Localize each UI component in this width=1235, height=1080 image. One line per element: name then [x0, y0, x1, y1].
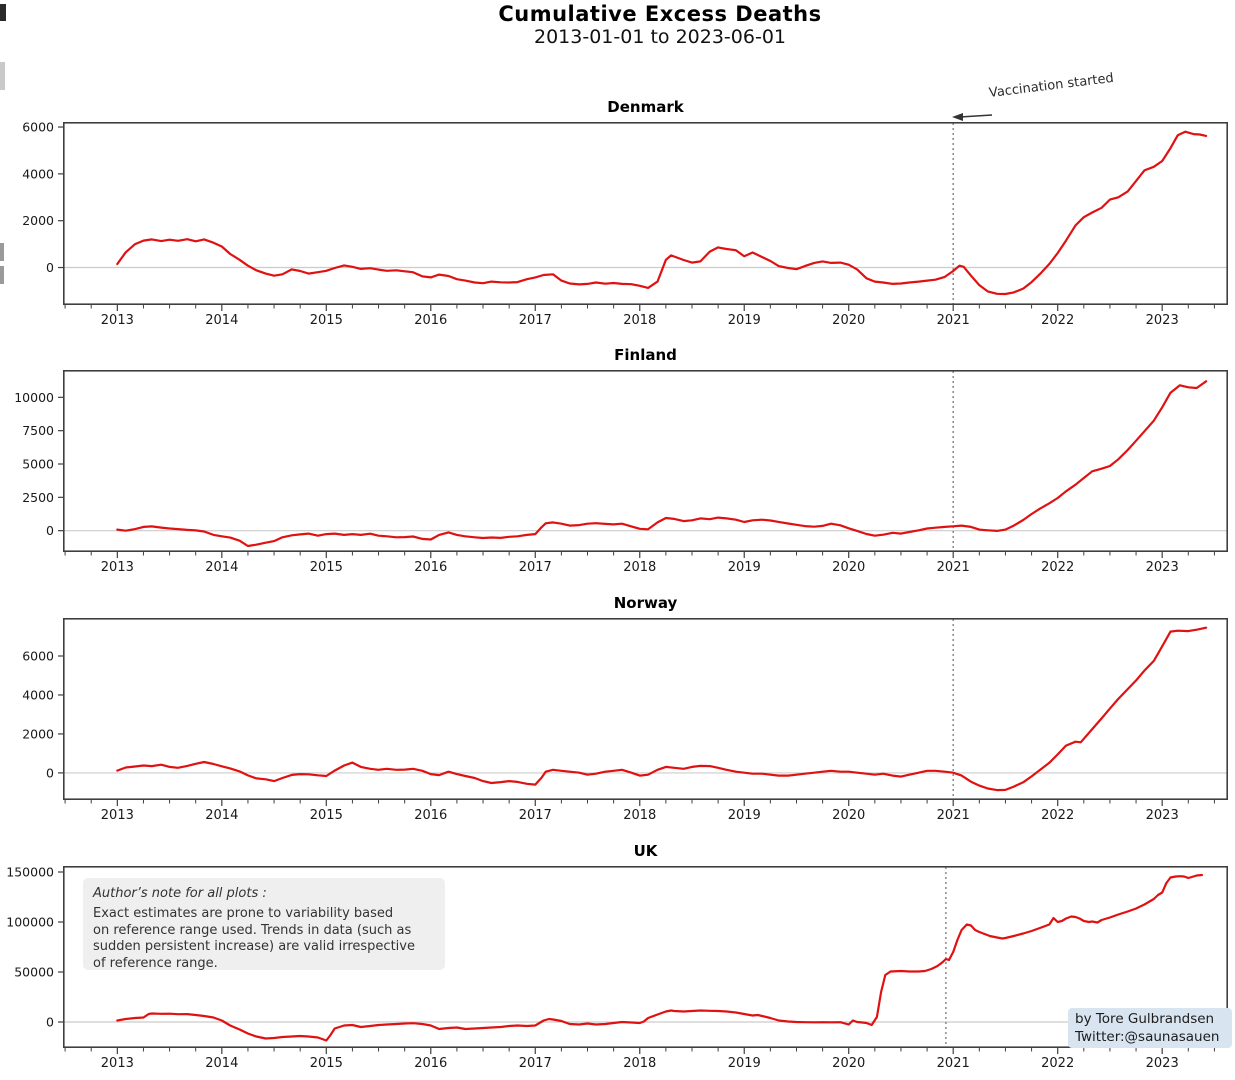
svg-text:2000: 2000 [22, 726, 54, 741]
svg-text:0: 0 [46, 523, 54, 538]
svg-text:2018: 2018 [623, 560, 656, 575]
svg-text:2017: 2017 [519, 313, 552, 328]
credit-author: by Tore Gulbrandsen [1075, 1011, 1215, 1027]
svg-text:2014: 2014 [205, 808, 238, 823]
svg-text:2016: 2016 [414, 1056, 447, 1071]
cropped-label-fragment [0, 266, 4, 284]
svg-text:2020: 2020 [832, 1056, 865, 1071]
finland-plot: 2013 2014 2015 2016 2017 2018 2019 2020 2021 2022… [14, 370, 1229, 575]
svg-text:2023: 2023 [1146, 560, 1179, 575]
svg-text:2019: 2019 [728, 808, 761, 823]
svg-text:2021: 2021 [937, 1056, 970, 1071]
svg-text:2013: 2013 [101, 313, 134, 328]
svg-text:2014: 2014 [205, 1056, 238, 1071]
svg-text:2017: 2017 [519, 1056, 552, 1071]
svg-text:2022: 2022 [1041, 560, 1074, 575]
svg-text:2013: 2013 [101, 1056, 134, 1071]
svg-text:50000: 50000 [14, 965, 54, 980]
svg-text:2016: 2016 [414, 313, 447, 328]
svg-text:0: 0 [46, 260, 54, 275]
svg-text:2019: 2019 [728, 1056, 761, 1071]
svg-text:2016: 2016 [414, 560, 447, 575]
cropped-label-fragment [0, 243, 4, 261]
svg-text:2015: 2015 [310, 808, 343, 823]
svg-text:2019: 2019 [728, 313, 761, 328]
vaccination-annotation: Vaccination started [988, 70, 1115, 101]
svg-text:0: 0 [46, 1015, 54, 1030]
svg-text:4000: 4000 [22, 166, 54, 181]
author-note-line: Exact estimates are prone to variability… [93, 906, 394, 921]
chart-title-norway: Norway [613, 594, 678, 612]
author-note-line: on reference range used. Trends in data … [93, 922, 412, 938]
svg-text:2020: 2020 [832, 313, 865, 328]
svg-text:7500: 7500 [22, 423, 54, 438]
svg-text:2015: 2015 [310, 313, 343, 328]
cropped-label-fragment [0, 62, 5, 90]
annotation-arrow-icon [952, 113, 993, 121]
svg-text:2021: 2021 [937, 808, 970, 823]
author-note: Author’s note for all plots : Exact esti… [83, 878, 445, 971]
svg-text:2021: 2021 [937, 313, 970, 328]
svg-text:2022: 2022 [1041, 313, 1074, 328]
svg-text:150000: 150000 [6, 865, 54, 880]
svg-text:2021: 2021 [937, 560, 970, 575]
svg-text:2013: 2013 [101, 808, 134, 823]
author-note-line: of reference range. [93, 955, 218, 971]
uk-plot: 2013 2014 2015 2016 2017 2018 2019 2020 2021 2022… [6, 865, 1229, 1071]
svg-text:2022: 2022 [1041, 1056, 1074, 1071]
chart-title-uk: UK [633, 842, 658, 860]
svg-text:6000: 6000 [22, 120, 54, 135]
credit-box: by Tore Gulbrandsen Twitter:@saunasauen [1068, 1008, 1232, 1048]
svg-text:2020: 2020 [832, 808, 865, 823]
svg-text:0: 0 [46, 765, 54, 780]
svg-text:2500: 2500 [22, 490, 54, 505]
svg-text:2022: 2022 [1041, 808, 1074, 823]
author-note-line: sudden persistent increase) are valid ir… [93, 939, 415, 954]
svg-text:4000: 4000 [22, 687, 54, 702]
norway-plot: 2013 2014 2015 2016 2017 2018 2019 2020 2021 2022… [22, 618, 1229, 823]
svg-text:2023: 2023 [1146, 313, 1179, 328]
author-note-title: Author’s note for all plots : [93, 886, 267, 901]
denmark-plot: 2013 2014 2015 2016 2017 2018 2019 2020 2021 2022… [22, 120, 1229, 328]
chart-title-finland: Finland [614, 346, 677, 364]
chart-title-denmark: Denmark [607, 98, 684, 116]
svg-text:2023: 2023 [1146, 808, 1179, 823]
svg-text:2014: 2014 [205, 560, 238, 575]
svg-text:2015: 2015 [310, 560, 343, 575]
svg-text:2017: 2017 [519, 560, 552, 575]
svg-text:2013: 2013 [101, 560, 134, 575]
svg-text:10000: 10000 [14, 390, 54, 405]
credit-twitter: Twitter:@saunasauen [1075, 1029, 1220, 1045]
svg-text:2018: 2018 [623, 808, 656, 823]
svg-text:2016: 2016 [414, 808, 447, 823]
svg-text:2023: 2023 [1146, 1056, 1179, 1071]
page-subtitle: 2013-01-01 to 2023-06-01 [534, 26, 786, 48]
svg-text:2015: 2015 [310, 1056, 343, 1071]
svg-text:100000: 100000 [6, 915, 54, 930]
page-title: Cumulative Excess Deaths [498, 2, 822, 26]
svg-text:2018: 2018 [623, 1056, 656, 1071]
svg-text:2014: 2014 [205, 313, 238, 328]
svg-text:2018: 2018 [623, 313, 656, 328]
svg-text:6000: 6000 [22, 648, 54, 663]
svg-text:2020: 2020 [832, 560, 865, 575]
svg-text:2017: 2017 [519, 808, 552, 823]
svg-text:2019: 2019 [728, 560, 761, 575]
svg-text:2000: 2000 [22, 213, 54, 228]
svg-text:5000: 5000 [22, 457, 54, 472]
cropped-label-fragment [0, 4, 6, 21]
